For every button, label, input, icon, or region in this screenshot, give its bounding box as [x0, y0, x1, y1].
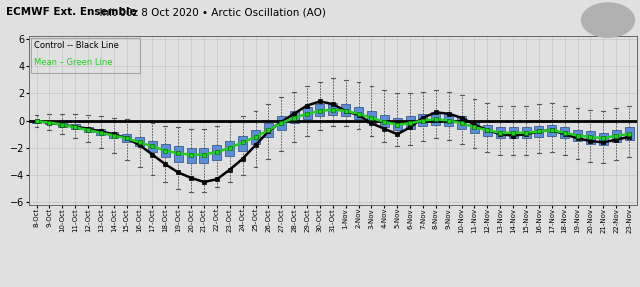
Bar	[58, 122, 67, 127]
Bar	[625, 127, 634, 140]
Bar	[45, 121, 54, 124]
Bar	[341, 104, 350, 117]
Bar	[225, 141, 234, 156]
Text: Control -- Black Line: Control -- Black Line	[34, 41, 118, 50]
Bar	[457, 117, 466, 129]
Bar	[251, 130, 260, 144]
Text: Init 00z 8 Oct 2020 • Arctic Oscillation (AO): Init 00z 8 Oct 2020 • Arctic Oscillation…	[93, 7, 326, 17]
Bar	[97, 129, 106, 135]
Bar	[483, 125, 492, 135]
Bar	[212, 145, 221, 160]
Bar	[200, 148, 209, 163]
Bar	[354, 107, 363, 119]
Bar	[393, 118, 402, 130]
Bar	[109, 132, 118, 138]
Bar	[547, 125, 556, 135]
Bar	[586, 131, 595, 144]
Bar	[161, 144, 170, 157]
Circle shape	[582, 3, 634, 37]
Bar	[84, 127, 93, 132]
Bar	[238, 135, 247, 151]
Bar	[380, 115, 389, 127]
Bar	[276, 117, 286, 130]
Bar	[122, 134, 131, 142]
Bar	[431, 112, 440, 125]
Bar	[599, 133, 608, 145]
Bar	[148, 141, 157, 152]
Bar	[70, 124, 80, 129]
Bar	[444, 114, 453, 126]
Bar	[509, 127, 518, 138]
Bar	[612, 130, 621, 142]
Bar	[290, 111, 299, 123]
Bar	[135, 137, 144, 146]
Text: Mean – Green Line: Mean – Green Line	[34, 58, 112, 67]
Bar	[419, 114, 428, 126]
Bar	[496, 127, 505, 138]
Bar	[303, 107, 312, 119]
Bar	[522, 127, 531, 138]
Bar	[264, 123, 273, 137]
Bar	[406, 117, 415, 129]
Bar	[560, 127, 569, 138]
Bar	[470, 121, 479, 133]
Bar	[367, 111, 376, 123]
Bar	[173, 146, 183, 162]
Bar	[32, 120, 41, 123]
Bar	[534, 126, 543, 137]
Text: ECMWF Ext. Ensemble: ECMWF Ext. Ensemble	[6, 7, 137, 17]
Bar	[573, 130, 582, 141]
Bar	[316, 104, 324, 117]
Bar	[328, 103, 337, 115]
Bar	[187, 148, 196, 163]
